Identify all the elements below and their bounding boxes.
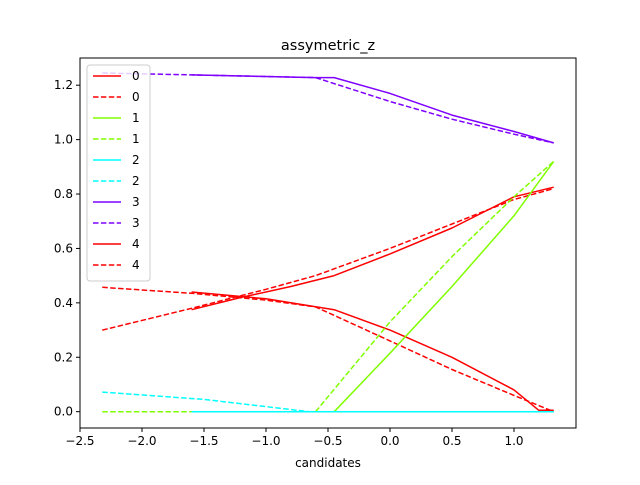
legend-label: 0 <box>132 90 140 104</box>
y-tick-label: 0.2 <box>54 350 73 364</box>
y-tick-label: 1.0 <box>54 133 73 147</box>
legend-box <box>86 64 151 282</box>
series-0-line-2 <box>191 291 554 412</box>
y-tick-label: 1.2 <box>54 78 73 92</box>
x-tick-label: −2.5 <box>65 434 94 448</box>
legend-label: 4 <box>132 237 140 251</box>
x-tick-label: 1.0 <box>504 434 523 448</box>
x-axis-label: candidates <box>295 456 361 470</box>
legend-label: 1 <box>132 111 140 125</box>
legend-label: 2 <box>132 153 140 167</box>
legend-label: 4 <box>132 258 140 272</box>
legend-label: 3 <box>132 195 140 209</box>
series-0-line-1 <box>333 186 554 277</box>
legend-label: 1 <box>132 132 140 146</box>
y-tick-label: 0.8 <box>54 187 73 201</box>
x-tick-label: 0.0 <box>380 434 399 448</box>
plot-data-layer <box>102 72 555 413</box>
x-tick-label: −1.0 <box>251 434 280 448</box>
chart-title: assymetric_z <box>281 38 375 54</box>
y-tick-label: 0.0 <box>54 405 73 419</box>
y-tick-label: 0.6 <box>54 241 73 255</box>
x-tick-label: 0.5 <box>442 434 461 448</box>
series-0-line-0 <box>191 274 335 311</box>
x-tick-label: −2.0 <box>127 434 156 448</box>
legend: 0 0 1 1 2 2 3 3 4 4 <box>86 64 151 282</box>
series-1-line-0 <box>102 187 554 331</box>
x-tick-label: −1.5 <box>189 434 218 448</box>
legend-label: 2 <box>132 174 140 188</box>
x-tick-label: −0.5 <box>313 434 342 448</box>
series-7-line-0 <box>102 72 554 144</box>
legend-label: 3 <box>132 216 140 230</box>
series-1-line-1 <box>102 286 554 413</box>
series-5-line-0 <box>102 391 554 413</box>
legend-label: 0 <box>132 69 140 83</box>
axis-ticks: −2.5 −2.0 −1.5 −1.0 −0.5 0.0 0.5 1.0 0.0 0.2 0.4 0.… <box>54 78 524 448</box>
y-tick-label: 0.4 <box>54 296 73 310</box>
